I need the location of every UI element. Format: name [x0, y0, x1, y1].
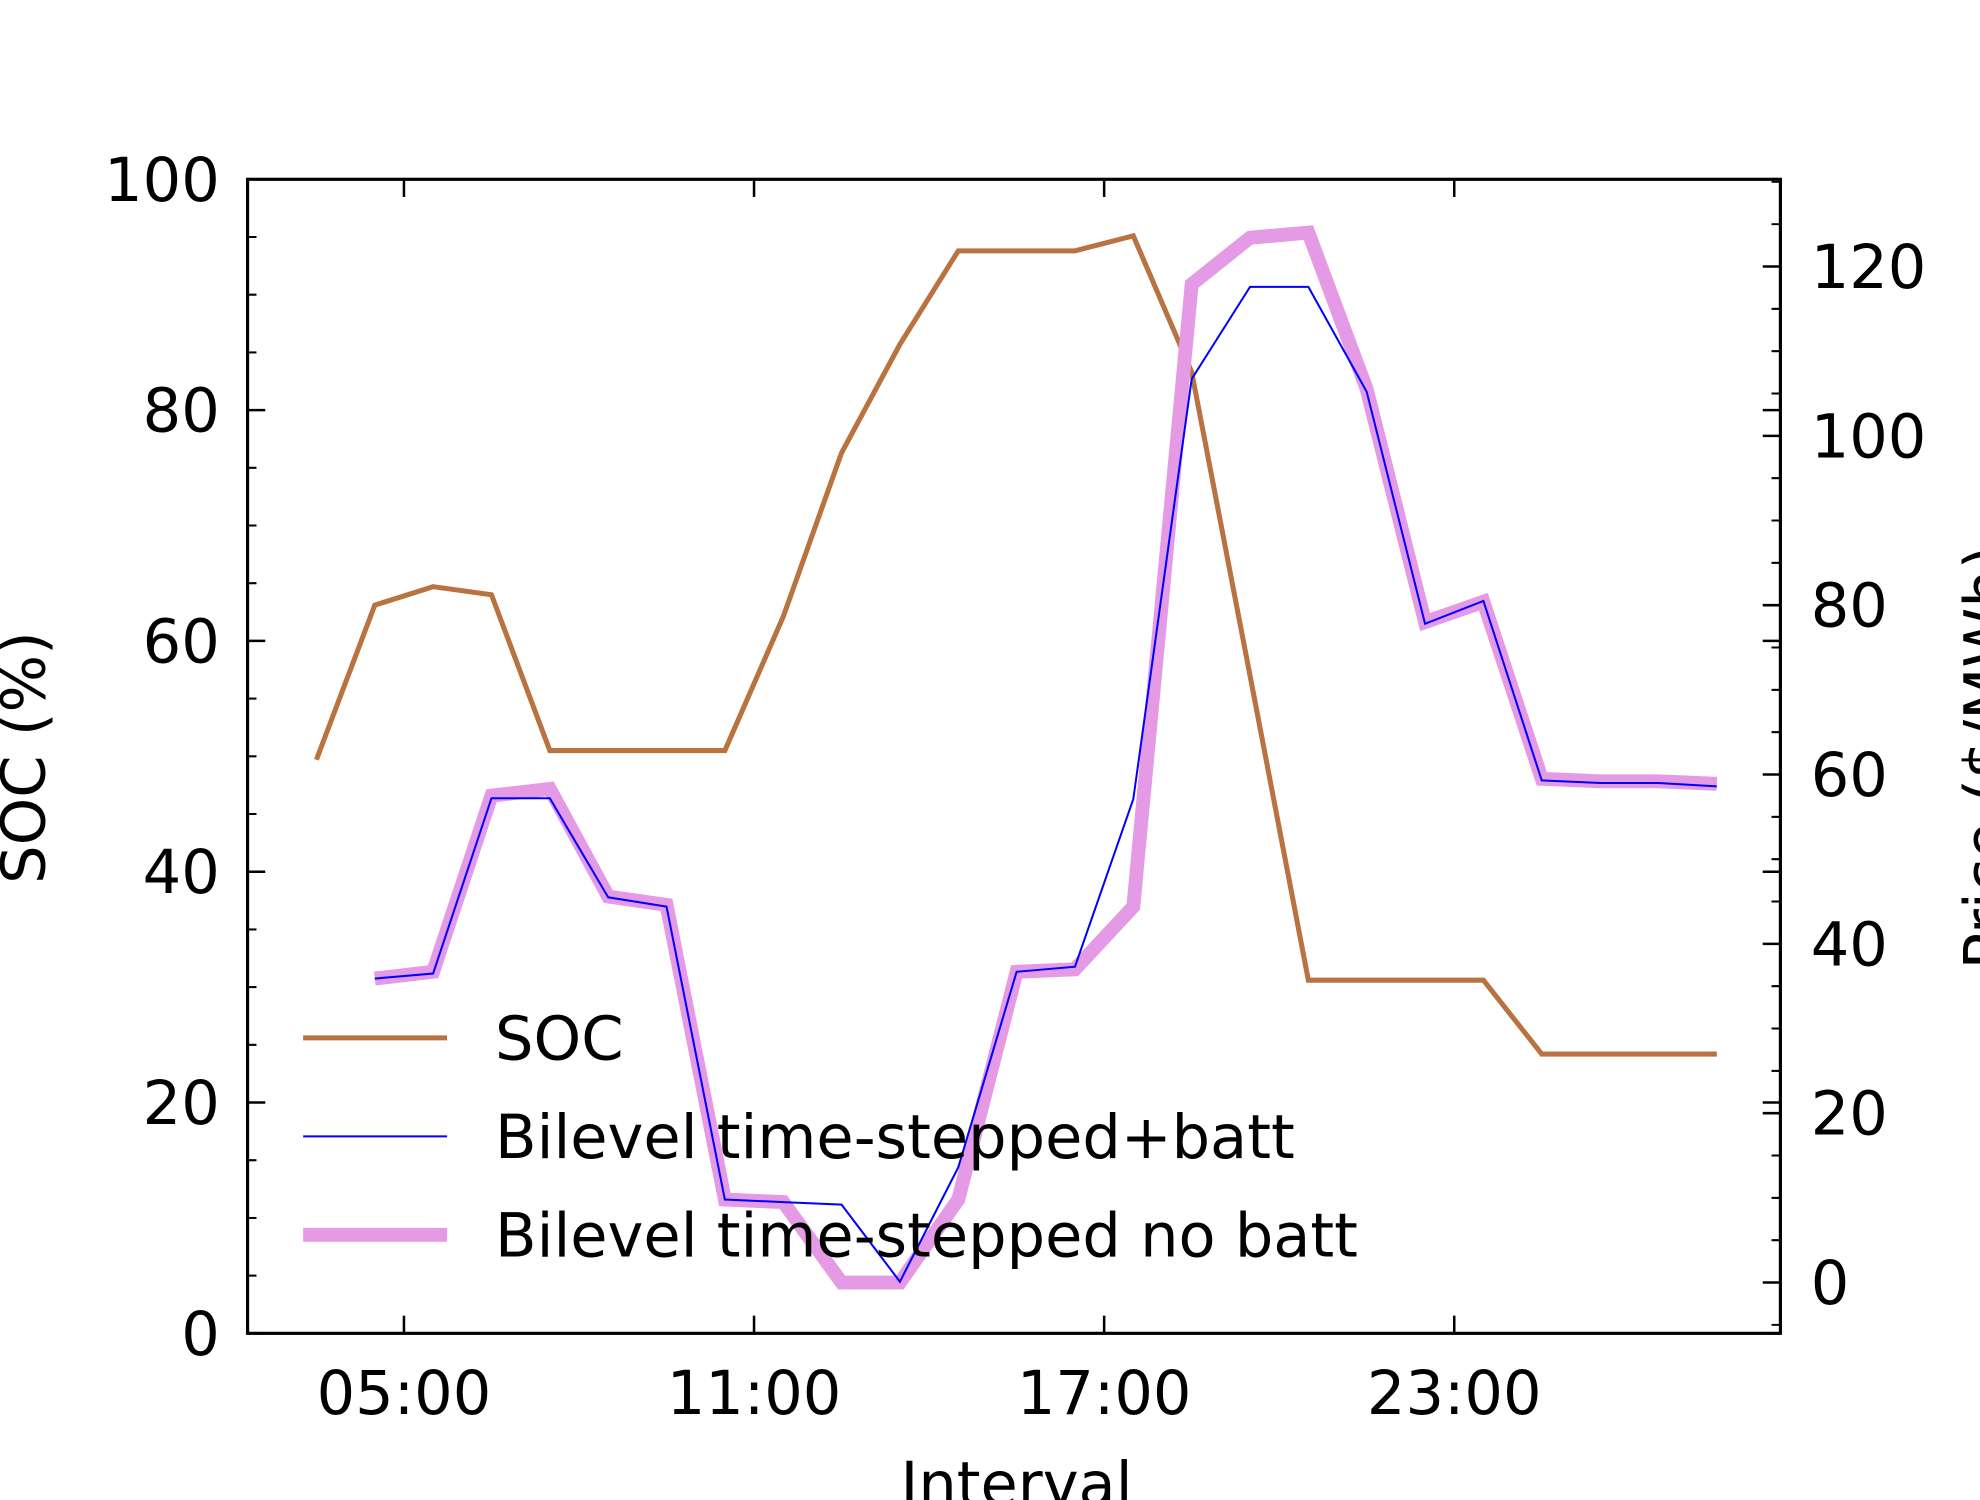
x-axis-label: Interval: [900, 1450, 1132, 1500]
series-line: [374, 285, 1717, 1284]
y2-tick-label: 100: [1811, 402, 1927, 472]
y-tick-label: 40: [143, 838, 220, 908]
series-line: [314, 232, 1717, 1057]
y-tick-label: 0: [181, 1300, 220, 1370]
y-axis-label: SOC (%): [0, 631, 59, 884]
x-tick-label: 05:00: [317, 1359, 492, 1429]
x-tick-label: 23:00: [1367, 1359, 1542, 1429]
y2-axis-label: Price ($/MWh): [1953, 546, 1980, 970]
y-tick-label: 80: [143, 377, 220, 447]
y-tick-label: 60: [143, 607, 220, 677]
y-tick-label: 100: [104, 146, 220, 216]
y2-tick-label: 40: [1811, 910, 1888, 980]
y-tick-label: 20: [143, 1069, 220, 1139]
y2-tick-label: 120: [1811, 233, 1927, 303]
x-tick-label: 11:00: [667, 1359, 842, 1429]
y2-tick-label: 80: [1811, 572, 1888, 642]
legend-label: Bilevel time-stepped no batt: [495, 1201, 1358, 1271]
plot-frame: [245, 177, 1782, 1335]
y2-tick-label: 0: [1811, 1249, 1850, 1319]
y2-tick-label: 60: [1811, 741, 1888, 811]
legend-label: SOC: [495, 1004, 623, 1074]
x-tick-label: 17:00: [1017, 1359, 1192, 1429]
y2-tick-label: 20: [1811, 1080, 1888, 1150]
legend-label: Bilevel time-stepped+batt: [495, 1103, 1295, 1173]
